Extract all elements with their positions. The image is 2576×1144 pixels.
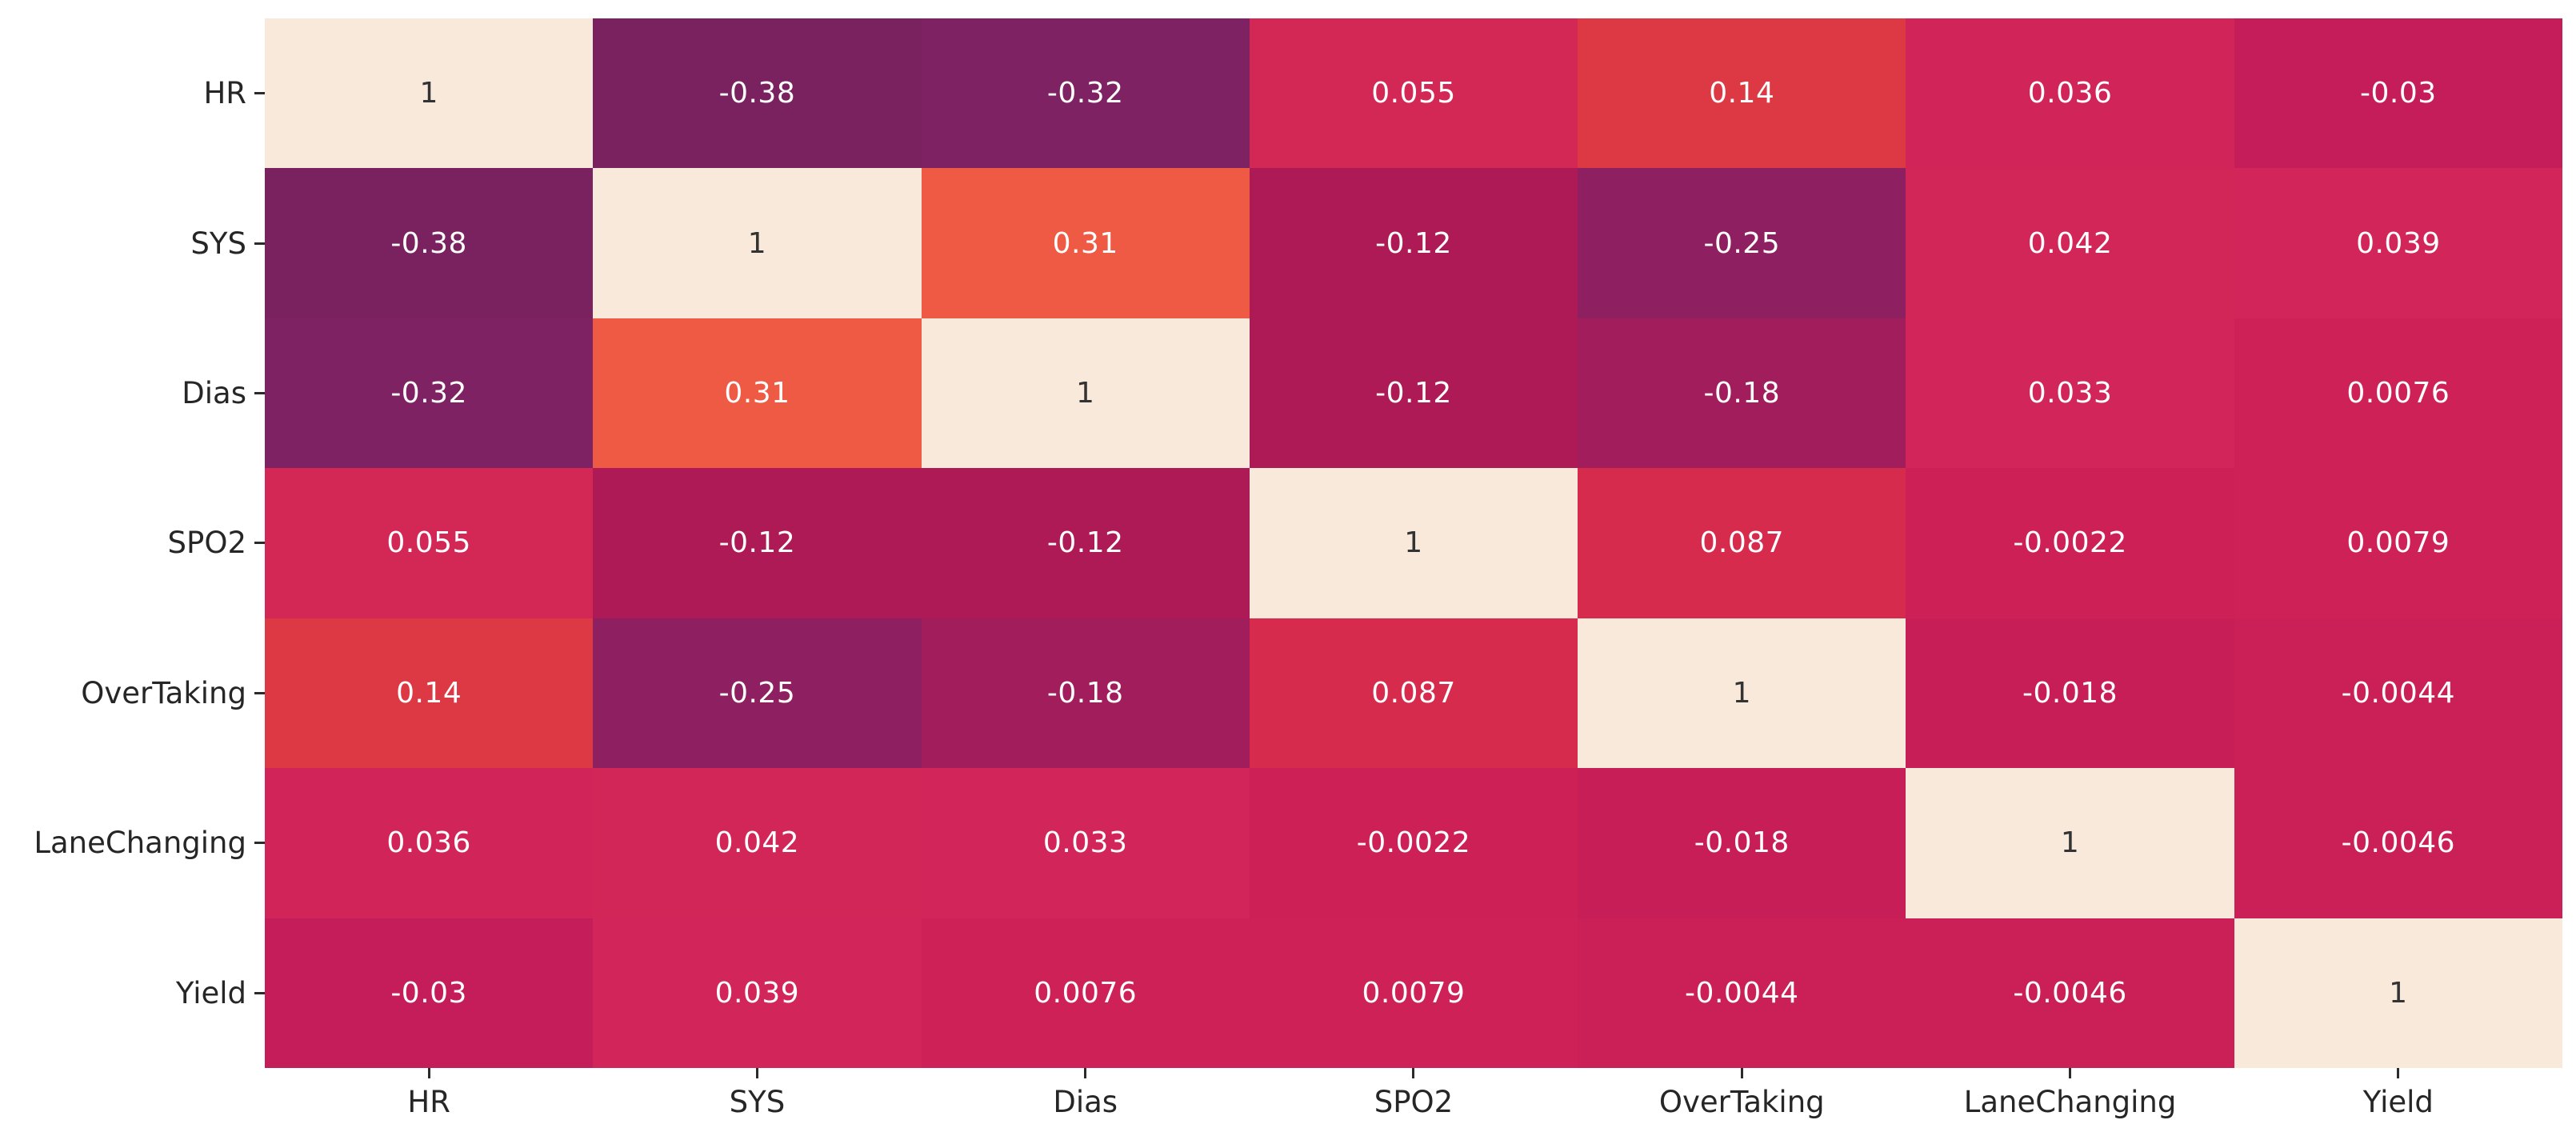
heatmap-cell: 0.087 xyxy=(1578,468,1906,618)
x-tick-mark xyxy=(1740,1068,1743,1078)
heatmap-cell: 0.042 xyxy=(1906,168,2234,318)
heatmap-cell: 0.087 xyxy=(1249,618,1578,769)
y-tick: SPO2 xyxy=(0,468,265,618)
heatmap-cell: 1 xyxy=(265,18,594,169)
x-tick: Yield xyxy=(2234,1068,2562,1140)
heatmap-cell: 0.055 xyxy=(265,468,594,618)
y-tick-label: SYS xyxy=(190,226,246,261)
heatmap-cell: -0.0046 xyxy=(2234,768,2562,918)
heatmap-cell: 0.0079 xyxy=(2234,468,2562,618)
heatmap-cell: -0.38 xyxy=(593,18,922,169)
y-tick-label: HR xyxy=(203,76,246,111)
y-tick-mark xyxy=(254,691,265,694)
heatmap-cell: -0.0044 xyxy=(1578,918,1906,1068)
x-tick-label: SPO2 xyxy=(1374,1085,1454,1119)
heatmap-cell: 1 xyxy=(2234,918,2562,1068)
x-tick: SPO2 xyxy=(1250,1068,1578,1140)
heatmap-cell: -0.12 xyxy=(1249,168,1578,318)
heatmap-cell: 0.036 xyxy=(1906,18,2234,169)
y-tick-label: Yield xyxy=(175,975,246,1010)
heatmap-cell: 0.14 xyxy=(1578,18,1906,169)
heatmap-cell: 1 xyxy=(593,168,922,318)
heatmap-cell: -0.38 xyxy=(265,168,594,318)
x-tick: OverTaking xyxy=(1578,1068,1906,1140)
heatmap-cell: -0.0046 xyxy=(1906,918,2234,1068)
x-tick: LaneChanging xyxy=(1906,1068,2234,1140)
x-tick-label: Dias xyxy=(1053,1085,1118,1119)
x-tick-mark xyxy=(1412,1068,1415,1078)
y-tick: LaneChanging xyxy=(0,768,265,918)
y-tick-label: SPO2 xyxy=(167,526,246,561)
y-tick-mark xyxy=(254,542,265,545)
heatmap-cell: -0.018 xyxy=(1906,618,2234,769)
heatmap-cell: -0.25 xyxy=(1578,168,1906,318)
y-tick-mark xyxy=(254,242,265,245)
x-tick-label: OverTaking xyxy=(1658,1085,1825,1119)
heatmap-cell: 0.036 xyxy=(265,768,594,918)
x-tick-label: LaneChanging xyxy=(1963,1085,2177,1119)
heatmap-cell: 0.042 xyxy=(593,768,922,918)
x-tick-label: SYS xyxy=(729,1085,786,1119)
heatmap-cell: 0.0076 xyxy=(2234,318,2562,469)
x-axis-column-labels: HR SYS Dias SPO2 OverTaking LaneChanging Yield xyxy=(265,1068,2562,1140)
y-tick-label: OverTaking xyxy=(81,675,246,710)
x-tick: SYS xyxy=(593,1068,921,1140)
y-tick: HR xyxy=(0,18,265,168)
heatmap-cell: 1 xyxy=(1906,768,2234,918)
y-tick-label: LaneChanging xyxy=(34,826,246,861)
heatmap-cell: -0.12 xyxy=(593,468,922,618)
heatmap-cell: -0.18 xyxy=(1578,318,1906,469)
heatmap-cell: -0.0044 xyxy=(2234,618,2562,769)
heatmap-grid: 1 -0.38 -0.32 0.055 0.14 0.036 -0.03 -0.38 1 0.31… xyxy=(265,18,2562,1068)
x-tick: Dias xyxy=(922,1068,1250,1140)
x-tick-mark xyxy=(427,1068,430,1078)
heatmap-cell: -0.12 xyxy=(921,468,1250,618)
heatmap-cell: 0.0079 xyxy=(1249,918,1578,1068)
y-tick: SYS xyxy=(0,168,265,318)
y-tick-label: Dias xyxy=(182,376,246,411)
heatmap-cell: -0.0022 xyxy=(1249,768,1578,918)
heatmap-cell: 0.14 xyxy=(265,618,594,769)
x-tick-mark xyxy=(1084,1068,1087,1078)
x-tick-label: Yield xyxy=(2362,1085,2434,1119)
heatmap-cell: -0.18 xyxy=(921,618,1250,769)
x-tick: HR xyxy=(265,1068,593,1140)
heatmap-cell: -0.25 xyxy=(593,618,922,769)
x-tick-mark xyxy=(755,1068,758,1078)
heatmap-cell: -0.32 xyxy=(921,18,1250,169)
x-tick-mark xyxy=(2397,1068,2400,1078)
heatmap-cell: 0.0076 xyxy=(921,918,1250,1068)
heatmap-cell: 1 xyxy=(1578,618,1906,769)
y-tick-mark xyxy=(254,842,265,845)
heatmap-cell: -0.03 xyxy=(265,918,594,1068)
heatmap-cell: 0.31 xyxy=(921,168,1250,318)
heatmap-cell: -0.32 xyxy=(265,318,594,469)
y-axis-row-labels: HR SYS Dias SPO2 OverTaking LaneChanging Yield xyxy=(0,18,265,1068)
y-tick-mark xyxy=(254,92,265,95)
heatmap-cell: 1 xyxy=(1249,468,1578,618)
heatmap-cell: 0.055 xyxy=(1249,18,1578,169)
heatmap-cell: 0.31 xyxy=(593,318,922,469)
heatmap-cell: 1 xyxy=(921,318,1250,469)
heatmap-cell: -0.0022 xyxy=(1906,468,2234,618)
y-tick: Yield xyxy=(0,918,265,1068)
y-tick: OverTaking xyxy=(0,618,265,768)
y-tick: Dias xyxy=(0,318,265,468)
heatmap-cell: -0.03 xyxy=(2234,18,2562,169)
heatmap-cell: 0.033 xyxy=(921,768,1250,918)
heatmap-cell: 0.033 xyxy=(1906,318,2234,469)
y-tick-mark xyxy=(254,392,265,395)
heatmap-cell: 0.039 xyxy=(2234,168,2562,318)
heatmap-cell: -0.12 xyxy=(1249,318,1578,469)
x-tick-mark xyxy=(2069,1068,2072,1078)
y-tick-mark xyxy=(254,991,265,994)
heatmap-cell: -0.018 xyxy=(1578,768,1906,918)
heatmap-cell: 0.039 xyxy=(593,918,922,1068)
x-tick-label: HR xyxy=(407,1085,450,1119)
